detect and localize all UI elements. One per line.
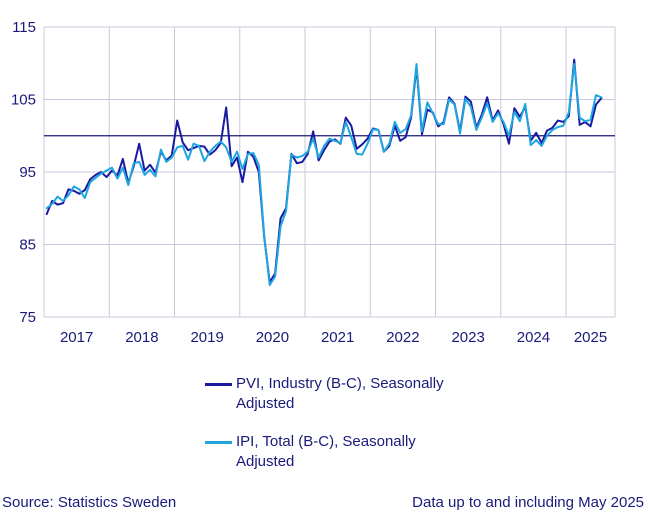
- y-tick-label: 75: [19, 309, 36, 326]
- series-line-pvi: [45, 58, 603, 284]
- x-tick-label: 2022: [386, 329, 419, 346]
- x-tick-label: 2021: [321, 329, 354, 346]
- y-axis-tick-labels: 75 85 95 105 115: [11, 19, 36, 326]
- x-tick-label: 2025: [574, 329, 607, 346]
- x-tick-label: 2024: [517, 329, 550, 346]
- legend-swatch-pvi: [205, 383, 232, 386]
- legend-entry-ipi: IPI, Total (B-C), Seasonally Adjusted: [205, 432, 476, 472]
- source-note: Source: Statistics Sweden: [2, 494, 177, 511]
- y-tick-label: 115: [12, 19, 36, 36]
- y-tick-label: 105: [11, 92, 36, 109]
- legend-label-ipi: IPI, Total (B-C), Seasonally Adjusted: [236, 433, 416, 470]
- horizontal-gridlines: [44, 26, 615, 318]
- x-tick-label: 2017: [60, 329, 93, 346]
- legend-label-pvi: PVI, Industry (B-C), Seasonally Adjusted: [236, 375, 444, 412]
- series-line-ipi: [45, 62, 603, 287]
- x-tick-label: 2020: [256, 329, 289, 346]
- series-lines: [45, 58, 603, 287]
- data-range-note: Data up to and including May 2025: [412, 494, 644, 511]
- x-tick-label: 2023: [451, 329, 484, 346]
- x-axis-tick-labels: 2017 2018 2019 2020 2021 2022 2023 2024 2025: [60, 329, 607, 346]
- legend-entry-pvi: PVI, Industry (B-C), Seasonally Adjusted: [205, 374, 476, 414]
- x-tick-label: 2018: [125, 329, 158, 346]
- legend-swatch-ipi: [205, 441, 232, 444]
- y-tick-label: 85: [19, 237, 36, 254]
- x-tick-label: 2019: [190, 329, 223, 346]
- y-tick-label: 95: [19, 164, 36, 181]
